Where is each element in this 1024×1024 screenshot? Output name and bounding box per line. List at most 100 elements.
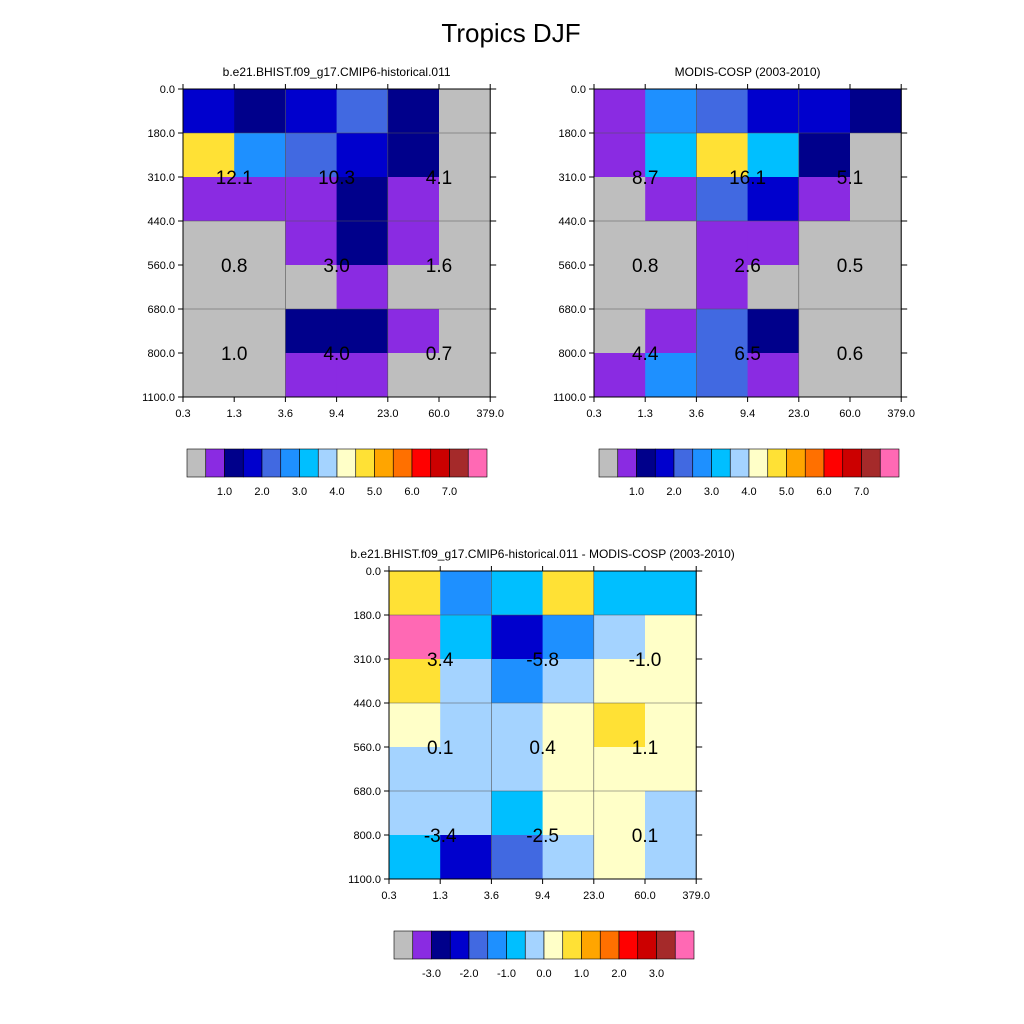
y-tick-label: 1100.0: [553, 392, 586, 404]
heatmap-cell: [594, 265, 646, 310]
heatmap-cell: [439, 89, 491, 134]
colorbar-tick-label: 1.0: [217, 486, 232, 498]
colorbar-box: [729, 448, 750, 478]
y-tick-label: 0.0: [571, 84, 586, 96]
block-value-label: 3.0: [323, 256, 349, 277]
heatmap-cell: [645, 89, 697, 134]
heatmap-cell: [542, 703, 595, 748]
heatmap-cell: [336, 133, 389, 178]
heatmap-cell: [387, 133, 440, 178]
heatmap-cell: [183, 89, 235, 134]
heatmap-cell: [387, 265, 440, 310]
heatmap-cell: [645, 835, 697, 880]
colorbar-box: [186, 448, 207, 478]
x-tick-label: 379.0: [887, 408, 915, 420]
heatmap-cell: [183, 177, 235, 222]
colorbar-box: [654, 448, 675, 478]
panel-title: b.e21.BHIST.f09_g17.CMIP6-historical.011…: [350, 547, 734, 561]
block-value-label: 3.4: [427, 650, 454, 671]
colorbar-box: [224, 448, 244, 478]
colorbar-tick-label: 6.0: [816, 486, 831, 498]
heatmap-cell: [439, 133, 491, 178]
colorbar-tick-label: 2.0: [611, 968, 626, 980]
heatmap-cell: [234, 133, 286, 178]
colorbar-box: [467, 448, 488, 478]
heatmap-cell: [491, 615, 544, 660]
x-tick-label: 379.0: [476, 408, 504, 420]
heatmap-cell: [389, 791, 441, 836]
heatmap-cell: [747, 133, 800, 178]
x-tick-label: 60.0: [839, 408, 860, 420]
heatmap-cell: [645, 571, 697, 616]
heatmap-cell: [183, 133, 235, 178]
y-tick-label: 440.0: [558, 216, 586, 228]
figure-title: Tropics DJF: [441, 18, 580, 48]
colorbar-box: [748, 448, 769, 478]
colorbar-box: [599, 930, 620, 960]
y-tick-label: 180.0: [558, 128, 586, 140]
colorbar-box: [581, 930, 601, 960]
colorbar-box: [242, 448, 263, 478]
heatmap-cell: [696, 221, 749, 266]
heatmap-cell: [747, 353, 800, 398]
heatmap-panel: b.e21.BHIST.f09_g17.CMIP6-historical.011…: [142, 65, 504, 498]
heatmap-cell: [645, 615, 697, 660]
heatmap-cell: [747, 89, 800, 134]
colorbar-box: [711, 448, 731, 478]
heatmap-cell: [440, 571, 492, 616]
heatmap-cell: [593, 703, 646, 748]
heatmap-cell: [645, 309, 697, 354]
colorbar-box: [524, 930, 545, 960]
x-tick-label: 9.4: [329, 408, 344, 420]
heatmap-cell: [285, 177, 338, 222]
heatmap-cell: [594, 89, 646, 134]
heatmap-cell: [798, 353, 851, 398]
heatmap-cell: [798, 89, 851, 134]
colorbar-box: [786, 448, 806, 478]
heatmap-cell: [696, 353, 749, 398]
heatmap-cell: [234, 265, 286, 310]
block-value-label: 5.1: [837, 168, 863, 189]
x-tick-label: 9.4: [740, 408, 755, 420]
heatmap-cell: [594, 177, 646, 222]
colorbar-tick-label: -1.0: [497, 968, 516, 980]
colorbar-box: [618, 930, 639, 960]
heatmap-cell: [183, 309, 235, 354]
colorbar-tick-label: -3.0: [422, 968, 441, 980]
block-value-label: 1.0: [221, 344, 247, 365]
colorbar-box: [692, 448, 712, 478]
colorbar-box: [449, 448, 469, 478]
y-tick-label: 800.0: [353, 830, 381, 842]
heatmap-cell: [593, 571, 646, 616]
heatmap-cell: [389, 659, 441, 704]
heatmap-cell: [542, 835, 595, 880]
heatmap-cell: [850, 177, 902, 222]
colorbar-box: [317, 448, 338, 478]
heatmap-cell: [747, 221, 800, 266]
heatmap-cell: [593, 615, 646, 660]
heatmap-cell: [542, 615, 595, 660]
block-value-label: 4.1: [426, 168, 452, 189]
y-tick-label: 680.0: [353, 786, 381, 798]
colorbar-box: [280, 448, 300, 478]
heatmap-cell: [798, 177, 851, 222]
heatmap-cell: [234, 177, 286, 222]
heatmap-cell: [234, 353, 286, 398]
heatmap-cell: [850, 353, 902, 398]
colorbar-tick-label: 1.0: [574, 968, 589, 980]
y-tick-label: 440.0: [353, 698, 381, 710]
x-tick-label: 0.3: [175, 408, 190, 420]
y-tick-label: 1100.0: [348, 874, 381, 886]
block-value-label: 10.3: [318, 168, 355, 189]
colorbar: 1.0 2.0 3.0 4.0 5.0 6.0 7.0: [186, 448, 488, 498]
heatmap-cell: [645, 353, 697, 398]
block-value-label: -3.4: [424, 826, 457, 847]
y-tick-label: 560.0: [558, 260, 586, 272]
x-tick-label: 1.3: [227, 408, 242, 420]
y-tick-label: 1100.0: [142, 392, 175, 404]
heatmap-cell: [747, 265, 800, 310]
heatmap-cell: [593, 747, 646, 792]
heatmap-cell: [645, 791, 697, 836]
heatmap-cell: [387, 177, 440, 222]
